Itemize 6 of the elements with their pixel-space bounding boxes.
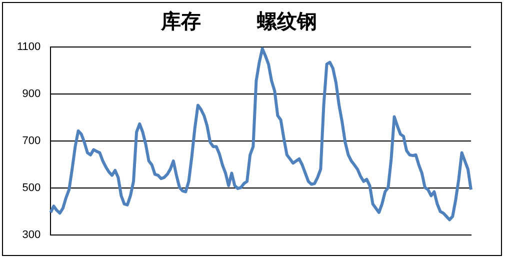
y-tick-label: 1100 <box>17 41 41 54</box>
y-tick-label: 900 <box>22 88 41 100</box>
y-tick-label: 700 <box>22 135 41 148</box>
chart-title: 库存 螺纹钢 <box>160 9 317 34</box>
y-tick-label: 300 <box>22 229 41 242</box>
y-tick-label: 500 <box>22 182 41 194</box>
